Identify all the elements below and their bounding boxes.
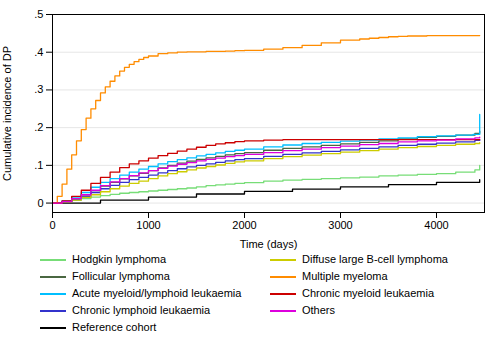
svg-text:.3: .3 bbox=[34, 83, 43, 95]
html-text:Diffuse large B-cell lymphoma: Diffuse large B-cell lymphoma bbox=[302, 253, 448, 265]
svg-text:4000: 4000 bbox=[424, 219, 448, 231]
html-text:Chronic myeloid leukaemia: Chronic myeloid leukaemia bbox=[302, 287, 435, 299]
svg-text:3000: 3000 bbox=[328, 219, 352, 231]
html-text:Reference cohort: Reference cohort bbox=[72, 321, 157, 333]
svg-text:0: 0 bbox=[49, 219, 55, 231]
svg-text:.5: .5 bbox=[34, 8, 43, 20]
html-text:Chronic lymphoid leukaemia: Chronic lymphoid leukaemia bbox=[72, 304, 211, 316]
html-text:Multiple myeloma: Multiple myeloma bbox=[302, 270, 388, 282]
svg-text:.2: .2 bbox=[34, 121, 43, 133]
svg-text:.4: .4 bbox=[34, 46, 43, 58]
svg-text:Cumulative incidence of DP: Cumulative incidence of DP bbox=[1, 46, 13, 181]
svg-text:2000: 2000 bbox=[232, 219, 256, 231]
html-text:Others: Others bbox=[302, 304, 335, 316]
html-text:Follicular lymphoma: Follicular lymphoma bbox=[72, 270, 170, 282]
html-text:Hodgkin lymphoma: Hodgkin lymphoma bbox=[72, 253, 167, 265]
svg-text:1000: 1000 bbox=[136, 219, 160, 231]
svg-text:Time (days): Time (days) bbox=[240, 238, 298, 250]
svg-text:.1: .1 bbox=[34, 159, 43, 171]
html-text:Acute myeloid/lymphoid leukaem: Acute myeloid/lymphoid leukaemia bbox=[72, 287, 242, 299]
svg-text:0: 0 bbox=[37, 197, 43, 209]
